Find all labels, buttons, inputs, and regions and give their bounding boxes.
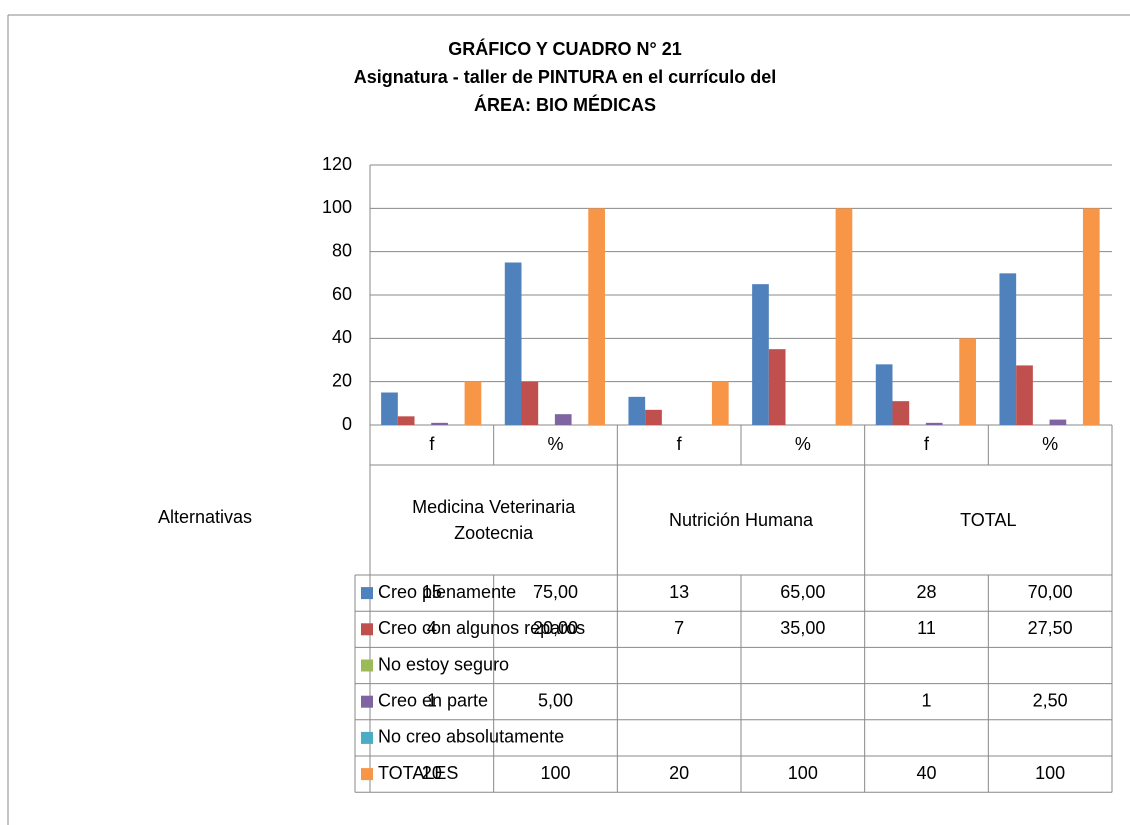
- bar: [875, 364, 893, 425]
- series-name: Creo plenamente: [378, 582, 516, 602]
- legend-swatch: [361, 659, 373, 672]
- table-cell: 75,00: [533, 582, 578, 602]
- y-tick-label: 60: [332, 284, 352, 304]
- y-tick-label: 120: [322, 154, 352, 174]
- x-tick-label: %: [547, 434, 563, 454]
- bar: [588, 208, 605, 425]
- y-tick-label: 100: [322, 197, 352, 217]
- chart-title: ÁREA: BIO MÉDICAS: [474, 94, 656, 115]
- table-cell: 13: [669, 582, 689, 602]
- bar: [768, 349, 786, 425]
- table-cell: 27,50: [1028, 618, 1073, 638]
- table-cell: 100: [540, 763, 570, 783]
- table-cell: 28: [916, 582, 936, 602]
- series-name: TOTALES: [378, 763, 458, 783]
- bar: [504, 262, 522, 425]
- bar: [645, 409, 662, 425]
- table-cell: 2,50: [1033, 690, 1068, 710]
- x-tick-label: f: [924, 434, 930, 454]
- y-tick-label: 80: [332, 240, 352, 260]
- bar: [1049, 419, 1067, 425]
- series-name: No estoy seguro: [378, 654, 509, 674]
- table-cell: 70,00: [1028, 582, 1073, 602]
- legend-swatch: [361, 623, 373, 636]
- table-cell: 20,00: [533, 618, 578, 638]
- table-cell: 20: [422, 763, 442, 783]
- bar: [521, 381, 539, 425]
- chart-title: Asignatura - taller de PINTURA en el cur…: [354, 67, 776, 87]
- table-cell: 15: [422, 582, 442, 602]
- series-name: Creo en parte: [378, 690, 488, 710]
- group-label: Medicina Veterinaria Zootecnia: [412, 497, 576, 543]
- bar: [752, 284, 769, 425]
- table-header: Alternativas: [158, 507, 252, 527]
- y-tick-label: 0: [342, 414, 352, 434]
- table-cell: 40: [916, 763, 936, 783]
- table-cell: 1: [921, 690, 931, 710]
- bar: [835, 208, 853, 425]
- bar: [397, 416, 415, 425]
- table-cell: 100: [788, 763, 818, 783]
- bar: [925, 422, 943, 425]
- legend-swatch: [361, 731, 373, 744]
- bar: [1082, 208, 1100, 425]
- bar: [554, 414, 572, 425]
- table-cell: 7: [674, 618, 684, 638]
- bar: [999, 273, 1017, 425]
- table-cell: 35,00: [780, 618, 825, 638]
- bar: [711, 381, 729, 425]
- x-tick-label: %: [795, 434, 811, 454]
- table-cell: 4: [427, 618, 437, 638]
- bar: [892, 401, 910, 425]
- x-tick-label: f: [677, 434, 683, 454]
- bar: [431, 422, 448, 425]
- table-cell: 1: [427, 690, 437, 710]
- group-label: Nutrición Humana: [668, 510, 814, 530]
- x-tick-label: f: [429, 434, 435, 454]
- legend-swatch: [361, 695, 373, 708]
- table-cell: 100: [1035, 763, 1065, 783]
- y-tick-label: 40: [332, 327, 352, 347]
- legend-swatch: [361, 768, 373, 781]
- table-cell: 11: [917, 618, 936, 638]
- legend-swatch: [361, 587, 373, 600]
- bar: [959, 338, 976, 425]
- y-tick-label: 20: [332, 370, 352, 390]
- series-name: No creo absolutamente: [378, 727, 564, 747]
- table-cell: 65,00: [780, 582, 825, 602]
- chart-title: GRÁFICO Y CUADRO N° 21: [448, 38, 682, 59]
- group-label: TOTAL: [960, 510, 1017, 530]
- bar: [628, 396, 646, 425]
- x-tick-label: %: [1042, 434, 1058, 454]
- table-cell: 5,00: [538, 690, 573, 710]
- series-name: Creo con algunos reparos: [378, 618, 585, 638]
- bar: [381, 392, 398, 425]
- bar: [1016, 365, 1033, 425]
- table-cell: 20: [669, 763, 689, 783]
- bar: [464, 381, 482, 425]
